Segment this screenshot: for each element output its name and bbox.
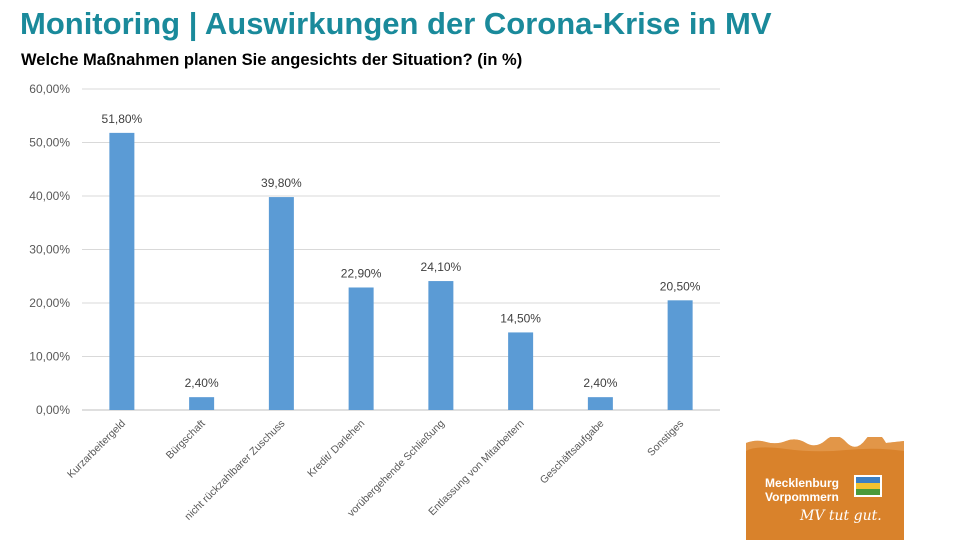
logo-background	[746, 437, 904, 540]
data-label: 2,40%	[185, 376, 219, 390]
logo-text-line2: Vorpommern	[765, 490, 839, 504]
category-label: Entlassung von Mitarbeitern	[426, 418, 527, 519]
category-label: Kredit/ Darlehen	[305, 418, 367, 480]
page-title: Monitoring | Auswirkungen der Corona-Kri…	[20, 6, 772, 41]
y-tick-label: 10,00%	[29, 350, 70, 364]
y-tick-label: 30,00%	[29, 243, 70, 257]
category-label: Kurzarbeitergeld	[65, 418, 128, 481]
data-label: 24,10%	[421, 260, 462, 274]
y-tick-label: 20,00%	[29, 296, 70, 310]
mv-logo	[746, 437, 904, 540]
data-label: 51,80%	[102, 112, 143, 126]
bar	[508, 332, 534, 410]
category-label: Bürgschaft	[164, 418, 208, 462]
bar	[189, 397, 215, 410]
bar	[428, 281, 454, 410]
chart-question: Welche Maßnahmen planen Sie angesichts d…	[21, 51, 523, 69]
data-label: 22,90%	[341, 266, 382, 280]
logo-text-line1: Mecklenburg	[765, 476, 840, 490]
y-tick-label: 60,00%	[29, 82, 70, 96]
logo-emblem-icon	[854, 475, 882, 497]
data-label: 2,40%	[583, 376, 617, 390]
bar	[348, 287, 374, 410]
data-label: 14,50%	[500, 311, 541, 325]
y-tick-label: 50,00%	[29, 136, 70, 150]
category-label: Geschäftsaufgabe	[538, 418, 607, 487]
y-tick-label: 0,00%	[36, 403, 70, 417]
category-label: Sonstiges	[645, 418, 686, 459]
bar	[587, 397, 613, 410]
data-label: 39,80%	[261, 176, 302, 190]
y-tick-label: 40,00%	[29, 189, 70, 203]
bar	[109, 132, 135, 410]
data-label: 20,50%	[660, 279, 701, 293]
logo-slogan: MV tut gut.	[800, 508, 882, 524]
bar	[667, 300, 693, 410]
bar	[268, 197, 294, 410]
